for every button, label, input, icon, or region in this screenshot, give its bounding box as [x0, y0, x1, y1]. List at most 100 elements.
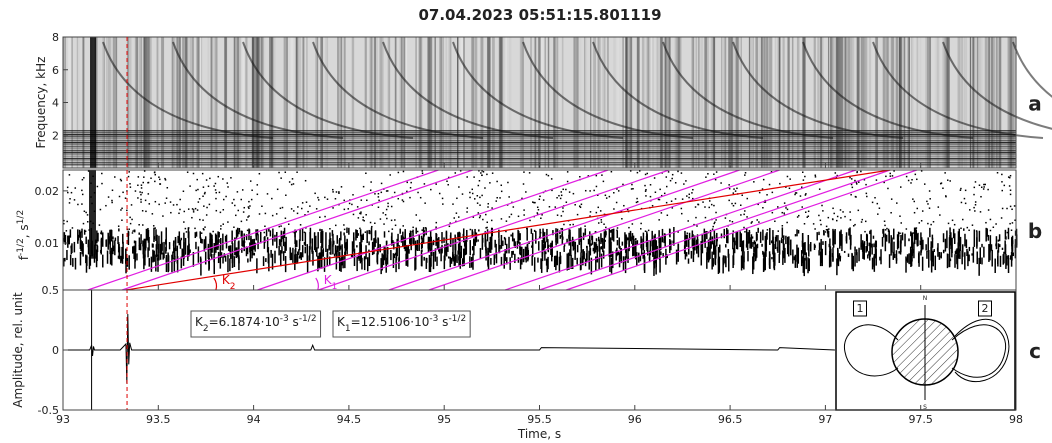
- scatter-decoration: [414, 256, 416, 271]
- scatter-decoration: [590, 243, 593, 246]
- spectrogram-streak: [139, 37, 141, 168]
- x-tick-label: 93: [56, 413, 70, 426]
- scatter-decoration: [100, 239, 103, 242]
- spectrogram-streak: [908, 37, 910, 168]
- scatter-decoration: [165, 240, 167, 251]
- scatter-decoration: [357, 233, 359, 236]
- scatter-decoration: [1011, 208, 1013, 211]
- scatter-decoration: [461, 258, 464, 267]
- scatter-decoration: [352, 213, 355, 216]
- scatter-decoration: [772, 230, 774, 243]
- spectrogram-streak: [108, 37, 112, 168]
- scatter-decoration: [334, 197, 337, 200]
- spectrogram-streak: [375, 37, 378, 168]
- scatter-decoration: [547, 244, 550, 253]
- scatter-decoration: [1001, 173, 1003, 176]
- scatter-decoration: [505, 220, 508, 222]
- scatter-decoration: [85, 257, 88, 273]
- scatter-decoration: [73, 199, 76, 201]
- scatter-decoration: [526, 227, 528, 241]
- scatter-decoration: [833, 212, 835, 215]
- scatter-decoration: [487, 251, 489, 267]
- scatter-decoration: [754, 241, 757, 257]
- scatter-decoration: [773, 249, 775, 254]
- spectrogram-streak: [325, 37, 328, 168]
- scatter-decoration: [186, 171, 189, 173]
- scatter-decoration: [751, 236, 754, 239]
- annotation-box: [332, 310, 471, 338]
- scatter-decoration: [109, 230, 112, 236]
- scatter-decoration: [208, 203, 211, 206]
- scatter-decoration: [677, 245, 679, 262]
- scatter-decoration: [807, 215, 810, 217]
- spectrogram-streak: [492, 37, 495, 168]
- scatter-decoration: [398, 257, 400, 270]
- scatter-decoration: [658, 230, 660, 244]
- scatter-decoration: [87, 170, 90, 172]
- scatter-decoration: [768, 183, 771, 186]
- scatter-decoration: [674, 198, 677, 200]
- scatter-decoration: [839, 231, 841, 249]
- inset-label-box: [853, 300, 867, 317]
- scatter-decoration: [778, 253, 781, 263]
- scatter-decoration: [172, 251, 174, 260]
- field-line: [951, 324, 1007, 378]
- series-line: [125, 169, 891, 291]
- scatter-decoration: [608, 195, 611, 198]
- scatter-decoration: [550, 178, 553, 180]
- scatter-decoration: [544, 250, 546, 261]
- scatter-decoration: [164, 202, 166, 204]
- scatter-decoration: [300, 252, 303, 260]
- spectrogram-streak: [547, 37, 550, 168]
- scatter-decoration: [215, 197, 217, 200]
- scatter-decoration: [365, 214, 367, 216]
- scatter-decoration: [199, 218, 201, 221]
- scatter-decoration: [109, 238, 111, 255]
- scatter-decoration: [719, 244, 721, 253]
- scatter-decoration: [322, 250, 325, 257]
- scatter-decoration: [500, 190, 503, 193]
- spectrogram-streak: [140, 37, 143, 168]
- spectrogram-streak: [597, 37, 600, 168]
- scatter-decoration: [290, 183, 293, 186]
- scatter-decoration: [195, 189, 197, 192]
- scatter-decoration: [465, 237, 468, 255]
- scatter-decoration: [152, 225, 155, 227]
- scatter-decoration: [424, 202, 426, 204]
- y-tick-label: 0.5: [42, 284, 60, 297]
- scatter-decoration: [1010, 252, 1013, 267]
- spectrogram-streak: [325, 37, 328, 168]
- scatter-decoration: [851, 186, 854, 189]
- scatter-decoration: [447, 176, 450, 179]
- scatter-decoration: [438, 237, 440, 252]
- scatter-decoration: [645, 195, 647, 197]
- scatter-decoration: [796, 250, 799, 268]
- scatter-decoration: [238, 231, 240, 235]
- spectrogram-streak: [963, 37, 966, 168]
- field-line: [954, 318, 1010, 383]
- spectrogram-streak: [649, 37, 653, 168]
- scatter-decoration: [920, 170, 923, 172]
- scatter-decoration: [937, 206, 940, 208]
- scatter-decoration: [713, 230, 716, 241]
- panel-label: c: [1029, 339, 1041, 363]
- scatter-decoration: [120, 209, 122, 211]
- scatter-decoration: [989, 243, 991, 253]
- scatter-decoration: [233, 226, 235, 228]
- spectrogram-streak: [903, 37, 906, 168]
- scatter-decoration: [966, 226, 969, 229]
- scatter-decoration: [562, 207, 564, 209]
- spectrogram-streak: [315, 37, 318, 168]
- spectrogram-streak: [521, 37, 524, 168]
- spectrogram-streak: [213, 37, 216, 168]
- scatter-decoration: [849, 239, 852, 250]
- scatter-decoration: [251, 189, 253, 192]
- scatter-decoration: [471, 188, 474, 191]
- scatter-decoration: [757, 203, 759, 206]
- spectrogram-streak: [821, 37, 824, 168]
- scatter-decoration: [713, 173, 715, 175]
- scatter-decoration: [209, 177, 211, 180]
- scatter-decoration: [334, 245, 337, 255]
- scatter-decoration: [539, 228, 541, 239]
